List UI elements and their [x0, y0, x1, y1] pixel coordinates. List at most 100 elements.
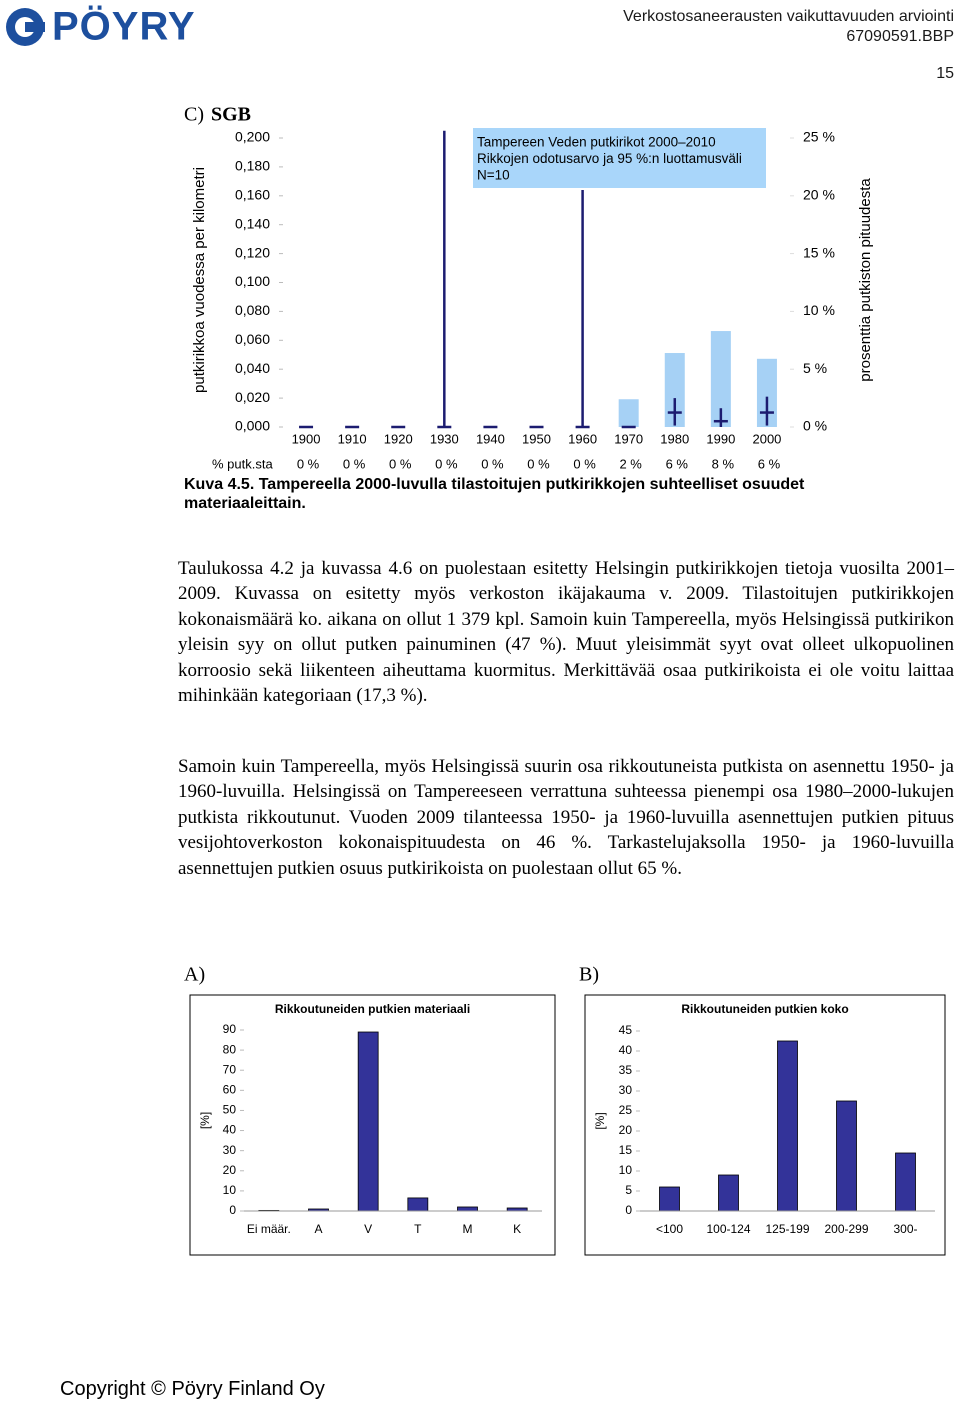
- y2-tick-label: 20 %: [803, 187, 835, 203]
- chart-label: A): [184, 964, 205, 986]
- paragraph: Taulukossa 4.2 ja kuvassa 4.6 on puolest…: [178, 558, 954, 707]
- chart-title: SGB: [211, 104, 251, 126]
- y-tick-label: 40: [619, 1043, 633, 1057]
- data-label: 0 %: [389, 456, 412, 471]
- y-tick-label: 0,120: [235, 244, 270, 260]
- annotation-box: [473, 128, 766, 188]
- paragraph: Samoin kuin Tampereella, myös Helsingiss…: [178, 756, 954, 879]
- x-tick-label: 200-299: [824, 1222, 868, 1236]
- y-tick-label: 50: [223, 1103, 237, 1117]
- y2-tick-label: 25 %: [803, 129, 835, 145]
- chart-frame: [584, 994, 946, 1256]
- y-tick-label: 35: [619, 1063, 633, 1077]
- x-tick-label: 100-124: [706, 1222, 750, 1236]
- y-axis-title: [%]: [198, 1112, 212, 1129]
- y2-axis-title: prosenttia putkiston pituudesta: [857, 178, 874, 382]
- bar: [457, 1206, 478, 1212]
- x-tick-label: 1990: [706, 431, 735, 446]
- x-tick-label: 125-199: [765, 1222, 809, 1236]
- x-tick-label: 1910: [338, 431, 367, 446]
- y-tick-label: 60: [223, 1083, 237, 1097]
- chart-label: B): [579, 964, 599, 986]
- bar: [357, 1031, 379, 1212]
- bar: [407, 1197, 429, 1212]
- data-label: 0 %: [527, 456, 550, 471]
- y-tick-label: 15: [619, 1143, 633, 1157]
- x-tick-label: 300-: [893, 1222, 917, 1236]
- y-tick-label: 0,040: [235, 360, 270, 376]
- x-tick-label: V: [364, 1222, 372, 1236]
- bar: [664, 353, 685, 427]
- y-tick-label: 0: [625, 1203, 632, 1217]
- chart-label: C): [184, 104, 204, 126]
- y-tick-label: 70: [223, 1062, 237, 1076]
- y2-tick-label: 5 %: [803, 360, 827, 376]
- y-tick-label: 0,180: [235, 158, 270, 174]
- bar: [895, 1152, 916, 1212]
- page-number: 15: [936, 65, 954, 82]
- bar: [756, 358, 777, 427]
- y2-tick-label: 10 %: [803, 302, 835, 318]
- x-tick-label: 1900: [292, 431, 321, 446]
- x-tick-label: 1950: [522, 431, 551, 446]
- bar: [710, 331, 731, 427]
- chart-frame: [189, 994, 556, 1256]
- data-label: 2 %: [619, 456, 642, 471]
- header-code: 67090591.BBP: [846, 28, 954, 45]
- y-tick-label: 90: [223, 1022, 237, 1036]
- y-tick-label: 0,080: [235, 302, 270, 318]
- figure-caption: Kuva 4.5. Tampereella 2000-luvulla tilas…: [184, 476, 805, 512]
- y-axis-title: [%]: [593, 1112, 607, 1129]
- x-tick-label: 1920: [384, 431, 413, 446]
- bar: [659, 1186, 680, 1212]
- y-tick-label: 0,020: [235, 389, 270, 405]
- y-tick-label: 10: [619, 1163, 633, 1177]
- x-tick-label: 1970: [614, 431, 643, 446]
- row-label: % putk.sta: [212, 456, 273, 471]
- x-tick-label: <100: [656, 1222, 683, 1236]
- x-tick-label: 1960: [568, 431, 597, 446]
- y-tick-label: 30: [223, 1143, 237, 1157]
- logo-text: PÖYRY: [52, 4, 196, 49]
- annotation: Rikkojen odotusarvo ja 95 %:n luottamusv…: [477, 151, 742, 166]
- y-tick-label: 5: [625, 1183, 632, 1197]
- y-tick-label: 80: [223, 1042, 237, 1056]
- y-axis-title: putkirikkoa vuodessa per kilometri: [191, 167, 208, 393]
- x-tick-label: A: [314, 1222, 322, 1236]
- x-tick-label: T: [414, 1222, 422, 1236]
- y-tick-label: 40: [223, 1123, 237, 1137]
- y-tick-label: 25: [619, 1103, 633, 1117]
- x-tick-label: K: [513, 1222, 521, 1236]
- y2-tick-label: 0 %: [803, 418, 827, 434]
- x-tick-label: M: [463, 1222, 473, 1236]
- header-title: Verkostosaneerausten vaikuttavuuden arvi…: [623, 8, 954, 25]
- x-tick-label: 1930: [430, 431, 459, 446]
- data-label: 6 %: [666, 456, 689, 471]
- chart-title: Rikkoutuneiden putkien koko: [681, 1002, 848, 1016]
- y-tick-label: 0,060: [235, 331, 270, 347]
- chart-title: Rikkoutuneiden putkien materiaali: [275, 1002, 470, 1016]
- annotation: N=10: [477, 168, 510, 183]
- x-tick-label: Ei määr.: [247, 1222, 291, 1236]
- y-tick-label: 45: [619, 1023, 633, 1037]
- y-tick-label: 20: [223, 1163, 237, 1177]
- bar: [718, 1174, 739, 1212]
- data-label: 0 %: [573, 456, 596, 471]
- y-tick-label: 0,000: [235, 418, 270, 434]
- bar: [777, 1040, 798, 1212]
- x-tick-label: 1940: [476, 431, 505, 446]
- data-label: 8 %: [712, 456, 735, 471]
- data-label: 0 %: [343, 456, 366, 471]
- x-tick-label: 1980: [660, 431, 689, 446]
- logo: PÖYRY: [6, 4, 196, 49]
- y-tick-label: 0,200: [235, 129, 270, 145]
- data-label: 0 %: [481, 456, 504, 471]
- x-tick-label: 2000: [752, 431, 781, 446]
- data-label: 6 %: [758, 456, 781, 471]
- annotation: Tampereen Veden putkirikot 2000–2010: [477, 135, 716, 150]
- data-label: 0 %: [297, 456, 320, 471]
- y-tick-label: 10: [223, 1183, 237, 1197]
- y-tick-label: 20: [619, 1123, 633, 1137]
- y-tick-label: 0: [229, 1203, 236, 1217]
